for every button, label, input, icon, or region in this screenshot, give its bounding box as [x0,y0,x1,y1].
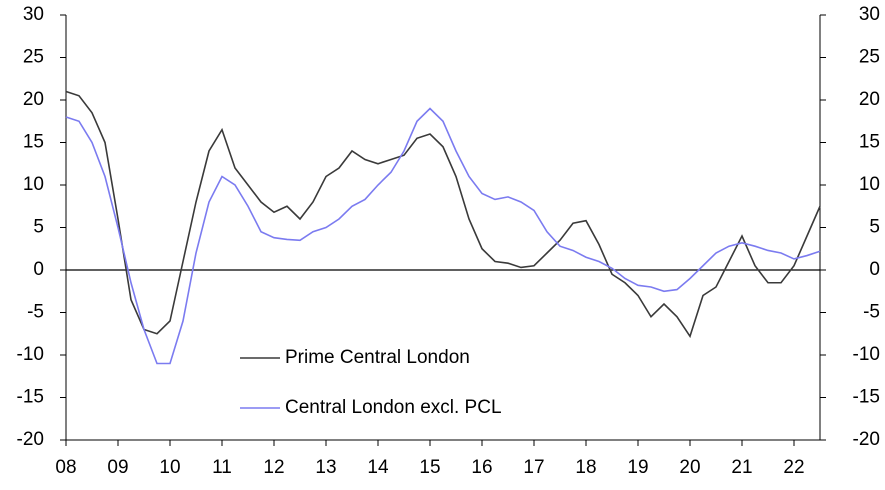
series-line [65,90,821,339]
y-tick-label: 15 [23,132,44,153]
x-tick-label: 11 [212,457,232,478]
y-tick-label: 20 [23,89,44,110]
legend-label: Central London excl. PCL [285,397,502,418]
x-tick-label: 15 [419,457,440,478]
y2-tick-label: 5 [869,217,880,238]
y2-tick-label: 20 [859,89,880,110]
legend-label: Prime Central London [285,347,470,368]
x-tick-label: 19 [627,457,648,478]
y-tick-label: -20 [17,429,44,450]
x-tick-label: 12 [263,457,284,478]
x-tick-label: 21 [731,457,752,478]
y2-tick-label: -15 [853,387,880,408]
x-tick-label: 08 [55,457,76,478]
y2-tick-label: 10 [859,174,880,195]
y2-tick-label: 0 [869,259,880,280]
y-tick-label: -10 [17,344,44,365]
y-tick-label: 0 [33,259,44,280]
y-tick-label: 5 [33,217,44,238]
y2-tick-label: -5 [863,302,880,323]
series-line [65,107,821,365]
x-tick-label: 20 [679,457,700,478]
x-tick-label: 10 [159,457,180,478]
y2-tick-label: 25 [859,47,880,68]
y2-tick-label: 30 [859,4,880,25]
x-tick-label: 09 [107,457,128,478]
y2-tick-label: -10 [853,344,880,365]
y-tick-label: 25 [23,47,44,68]
x-tick-label: 14 [367,457,389,478]
x-tick-label: 18 [575,457,596,478]
y2-tick-label: -20 [853,429,880,450]
y-tick-label: 30 [23,4,44,25]
y-tick-label: 10 [23,174,44,195]
x-tick-label: 13 [315,457,336,478]
y-tick-label: -5 [27,302,44,323]
y2-tick-label: 15 [859,132,880,153]
x-tick-label: 22 [783,457,804,478]
x-tick-label: 17 [523,457,544,478]
y-tick-label: -15 [17,387,44,408]
x-tick-label: 16 [471,457,492,478]
